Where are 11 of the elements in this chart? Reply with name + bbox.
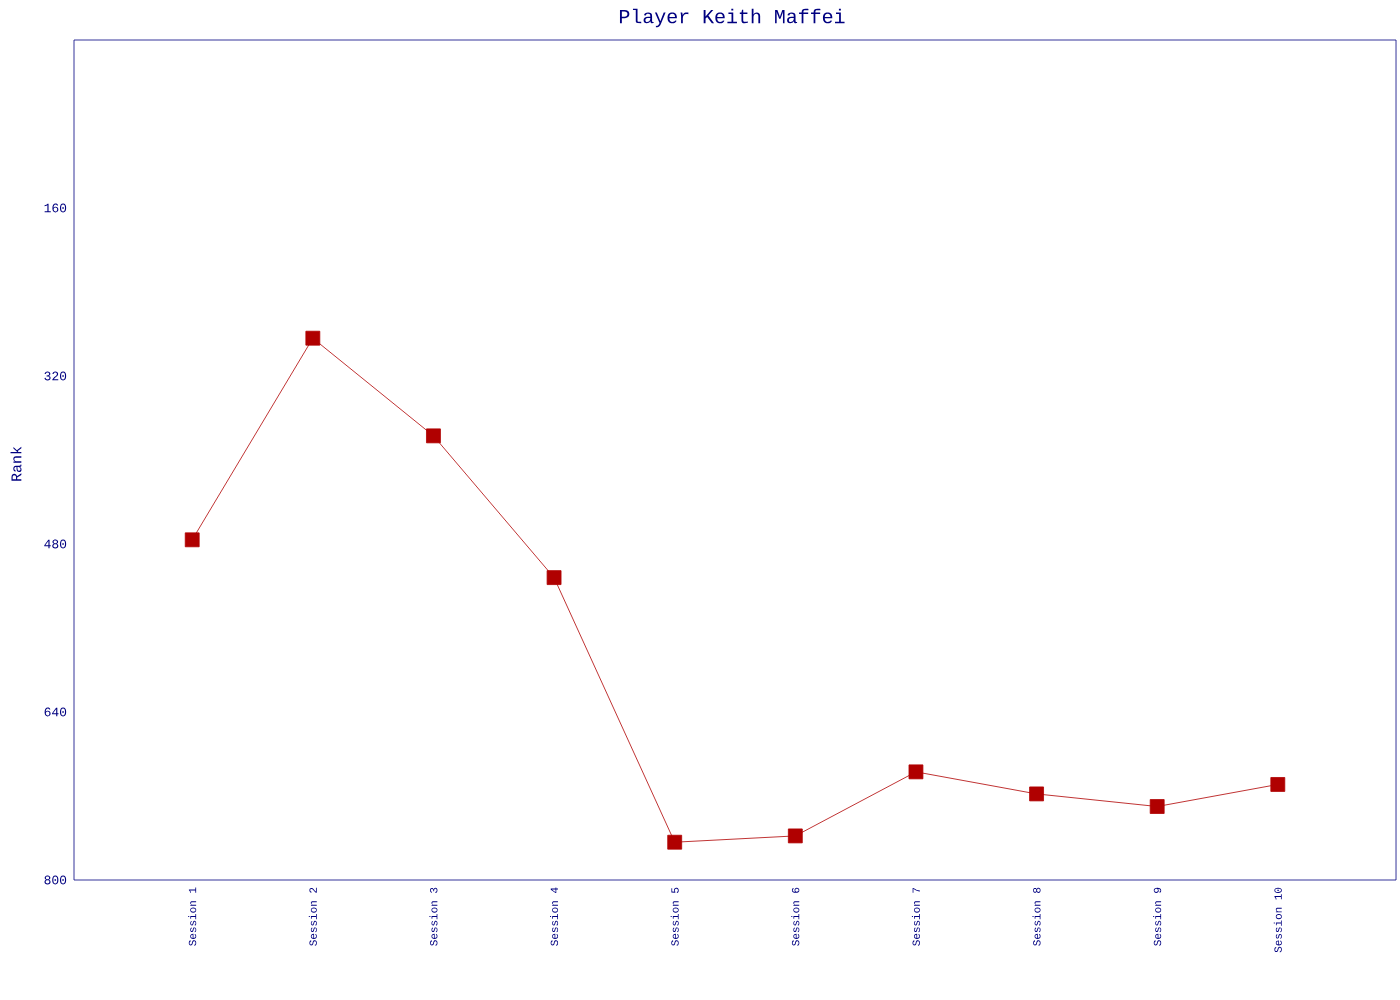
- point: [787, 828, 803, 844]
- chart-title: Player Keith Maffei: [619, 8, 845, 28]
- point: [184, 532, 200, 548]
- point: [1149, 799, 1165, 814]
- point: [667, 834, 683, 850]
- point: [908, 764, 924, 780]
- point: [426, 428, 441, 444]
- point: [546, 570, 562, 585]
- point: [305, 330, 321, 346]
- point: [1029, 786, 1044, 802]
- point: [1270, 777, 1286, 792]
